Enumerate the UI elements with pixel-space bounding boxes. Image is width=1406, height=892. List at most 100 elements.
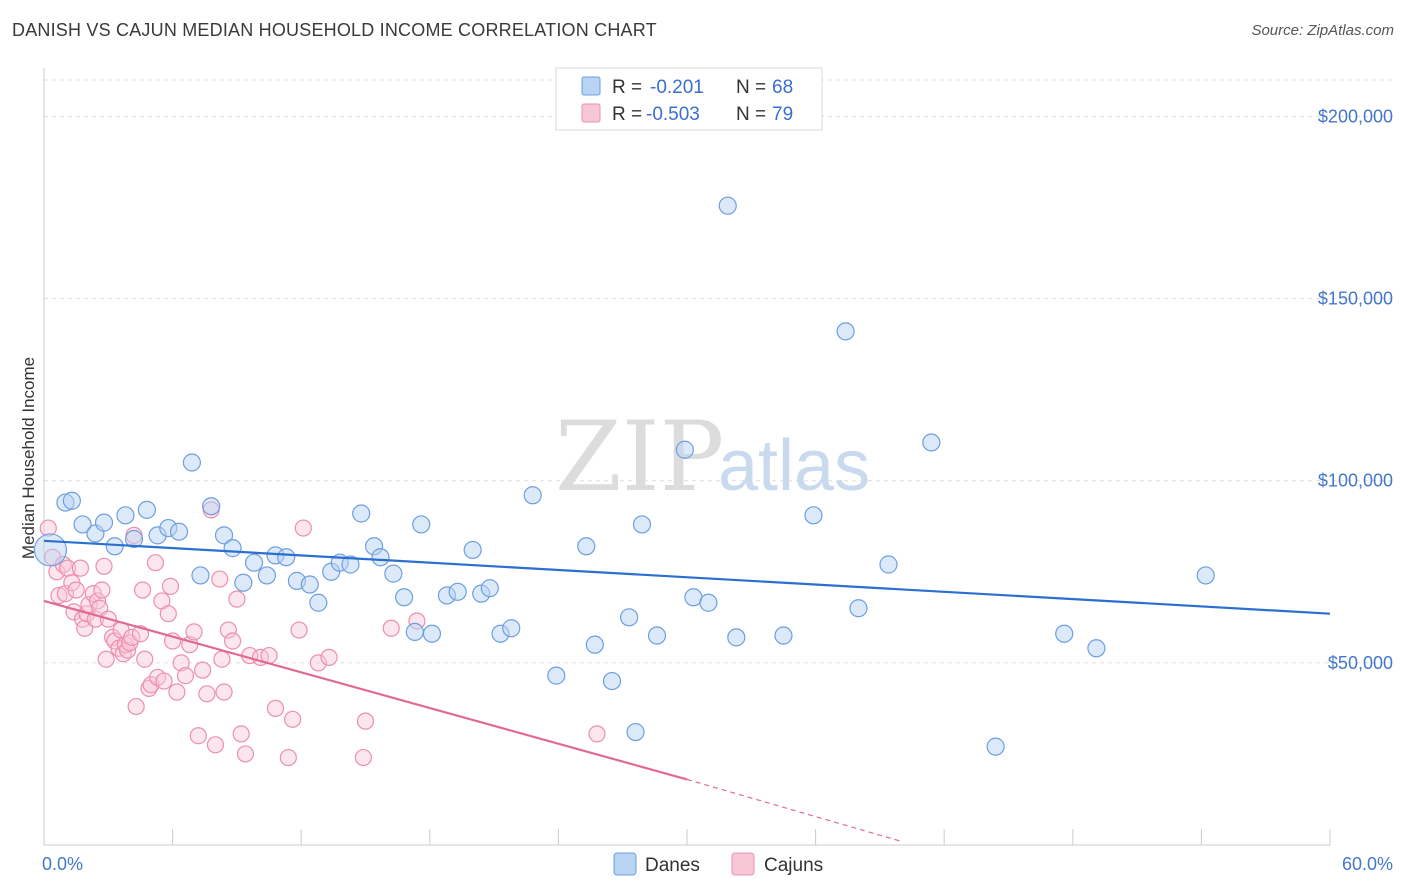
cajuns-point: [93, 581, 111, 599]
legend-danes-n-label: N =: [736, 77, 766, 98]
danes-point: [371, 548, 390, 567]
cajuns-point: [123, 628, 141, 646]
danes-point: [774, 626, 793, 645]
cajuns-point: [189, 727, 207, 745]
danes-point: [523, 486, 542, 505]
cajuns-point: [71, 559, 90, 577]
cajuns-point: [266, 699, 285, 717]
cajuns-point: [213, 650, 231, 668]
danes-point: [675, 440, 694, 459]
chart-title: DANISH VS CAJUN MEDIAN HOUSEHOLD INCOME …: [12, 20, 657, 40]
cajuns-point: [194, 661, 212, 679]
danes-point: [405, 622, 424, 641]
cajuns-point: [232, 725, 250, 743]
danes-point: [73, 515, 92, 534]
top-legend: R = -0.201 N = 68 R = -0.503 N = 79: [555, 67, 823, 131]
danes-point: [602, 671, 622, 691]
cajuns-point: [168, 683, 186, 701]
danes-point: [1055, 624, 1074, 643]
danes-point: [352, 504, 371, 523]
cajuns-point: [97, 650, 115, 668]
x-tick-labels: 0.0% 60.0%: [42, 854, 1393, 874]
cajuns-point: [185, 623, 203, 641]
y-tick-label-3: $200,000: [1318, 106, 1393, 126]
legend-cajuns-n-value: 79: [772, 104, 793, 125]
y-tick-label-2: $150,000: [1318, 289, 1393, 309]
danes-point: [502, 619, 521, 638]
cajuns-point: [146, 554, 165, 572]
cajuns-point: [50, 586, 68, 605]
cajuns-trend-line: [43, 599, 688, 781]
cajuns-point: [67, 581, 85, 599]
danes-point: [849, 599, 868, 618]
danes-point: [620, 608, 639, 627]
legend-danes-n-value: 68: [772, 77, 793, 98]
x-tick-label-min: 0.0%: [42, 854, 83, 874]
cajuns-point: [211, 570, 229, 588]
cajuns-points: [39, 501, 606, 767]
y-axis-label: Median Household Income: [19, 357, 38, 559]
cajuns-point: [161, 577, 180, 595]
danes-point: [33, 533, 68, 567]
danes-point: [986, 737, 1005, 756]
danes-point: [62, 491, 81, 510]
cajuns-point: [95, 557, 113, 575]
cajuns-point: [176, 667, 195, 685]
danes-point: [1087, 639, 1106, 658]
bottom-legend: Danes Cajuns: [613, 852, 823, 876]
danes-point: [257, 566, 277, 585]
danes-point: [879, 555, 898, 574]
danes-point: [463, 540, 482, 560]
danes-point: [412, 515, 431, 534]
danes-point: [647, 626, 667, 645]
cajuns-point: [284, 710, 302, 728]
cajuns-trend-extension: [686, 778, 902, 842]
danes-point: [922, 433, 941, 452]
danes-point: [1196, 566, 1215, 585]
legend-cajuns-n-label: N =: [736, 104, 766, 125]
danes-point: [94, 513, 114, 532]
y-tick-labels: $50,000 $100,000 $150,000 $200,000: [1318, 106, 1393, 672]
y-tick-label-0: $50,000: [1328, 653, 1393, 673]
danes-point: [341, 555, 360, 574]
bottom-legend-danes-swatch: [613, 852, 637, 876]
cajuns-point: [198, 685, 216, 703]
danes-point: [169, 522, 189, 541]
cajuns-point: [356, 712, 375, 730]
danes-point: [480, 579, 499, 598]
danes-point: [202, 497, 221, 516]
cajuns-point: [228, 590, 246, 608]
danes-point: [300, 575, 319, 594]
danes-point: [191, 566, 210, 585]
cajuns-point: [155, 672, 173, 690]
danes-point: [836, 322, 855, 341]
trend-lines: [43, 539, 1331, 842]
danes-point: [137, 500, 156, 519]
legend-cajuns-swatch: [581, 103, 601, 123]
legend-danes-swatch: [581, 76, 601, 96]
danes-point: [448, 582, 467, 601]
danes-point: [626, 722, 645, 742]
legend-danes-r-label: R =: [612, 77, 642, 98]
cajuns-point: [309, 654, 327, 672]
bottom-legend-cajuns-swatch: [731, 852, 755, 876]
danes-point: [214, 526, 234, 545]
danes-point: [422, 624, 442, 643]
legend-cajuns-r-label: R =: [612, 104, 642, 125]
watermark-zip: ZIP: [555, 401, 724, 513]
axes: [43, 68, 1331, 846]
cajuns-point: [382, 619, 400, 637]
cajuns-point: [354, 748, 372, 767]
danes-point: [577, 537, 596, 556]
danes-point: [234, 573, 253, 592]
cajuns-point: [127, 697, 145, 716]
danes-point: [547, 666, 566, 685]
cajuns-point: [219, 621, 237, 639]
danes-point: [384, 564, 403, 583]
x-tick-label-max: 60.0%: [1342, 854, 1393, 874]
danes-point: [394, 588, 414, 607]
cajuns-point: [294, 519, 312, 537]
danes-point: [309, 593, 328, 612]
cajuns-point: [136, 650, 154, 668]
